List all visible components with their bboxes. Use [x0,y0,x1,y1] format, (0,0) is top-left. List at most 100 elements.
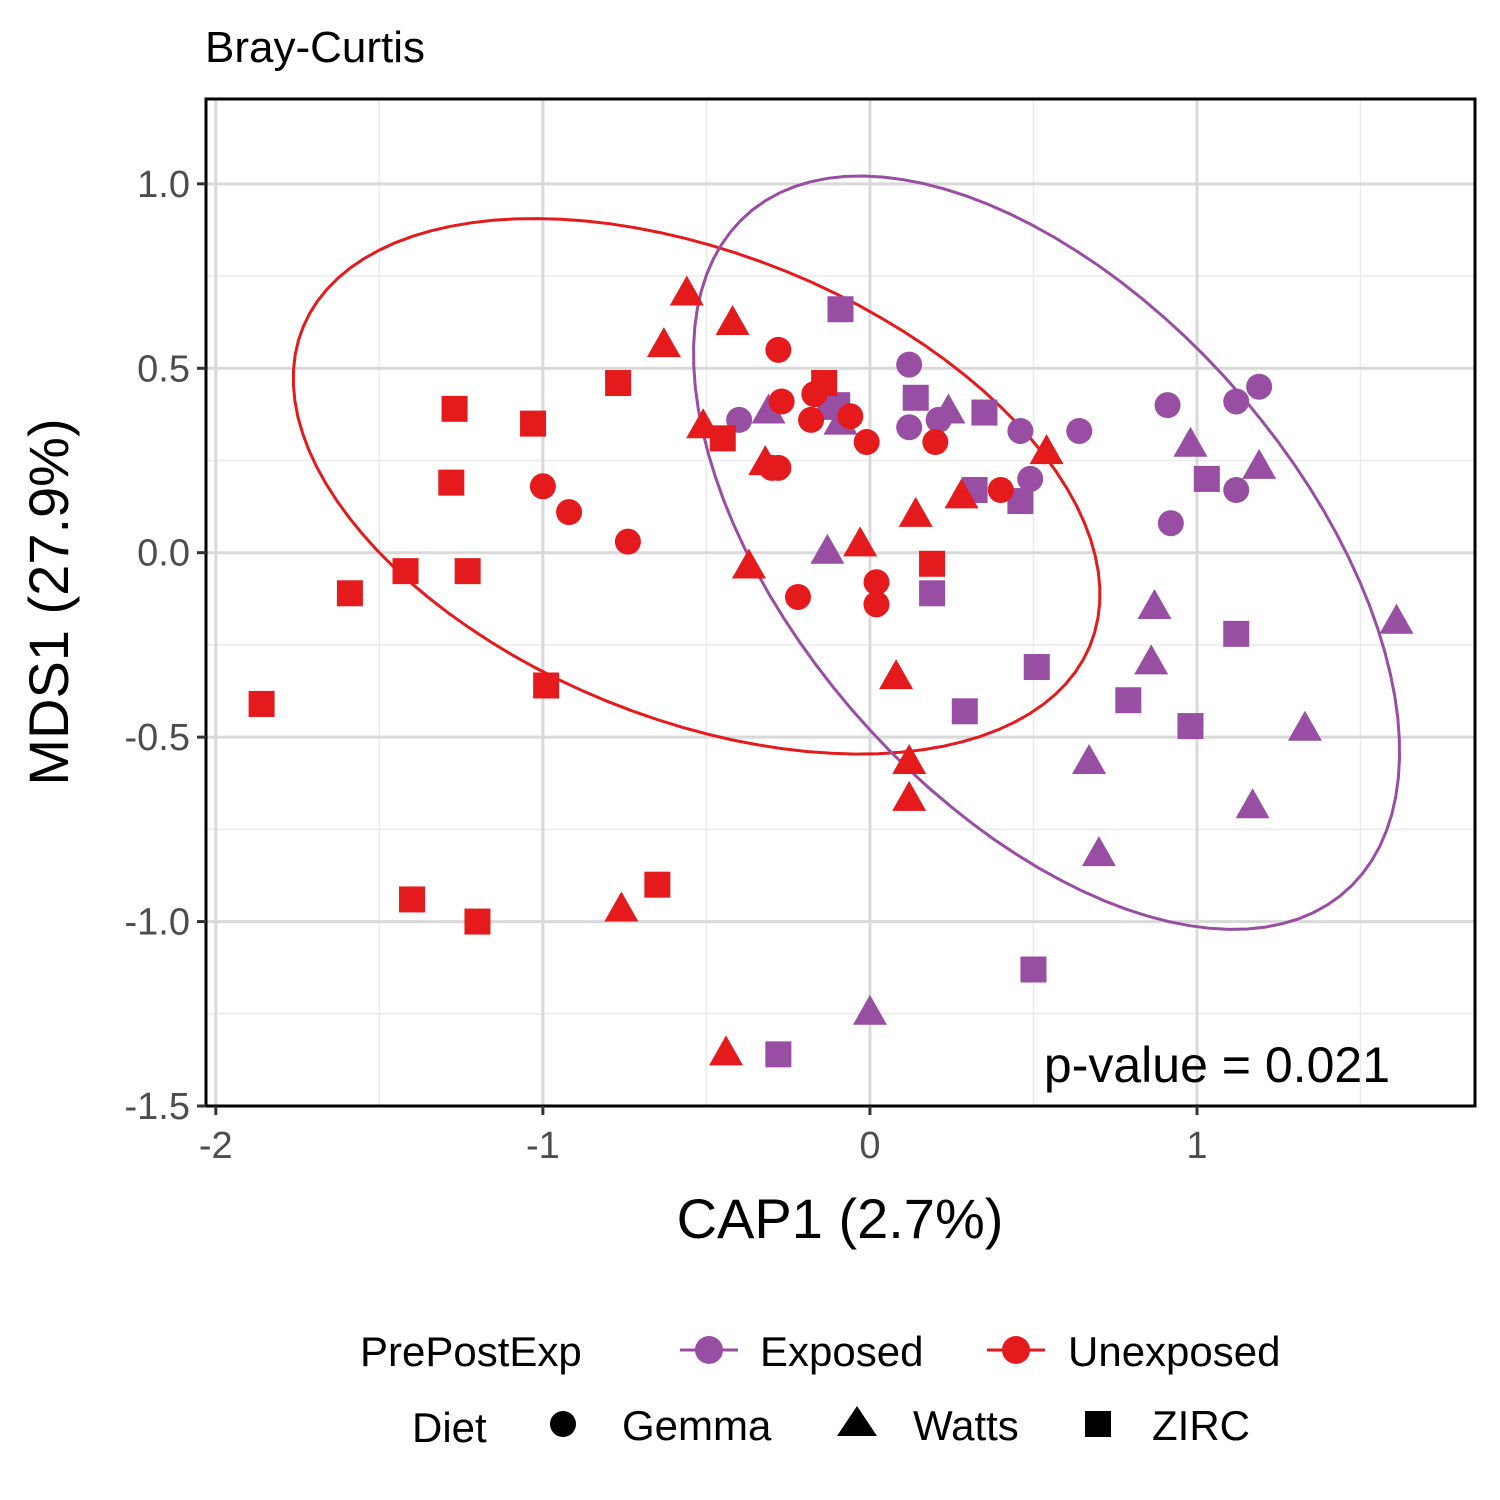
point-exposed-square [951,698,978,725]
point-exposed-triangle [852,994,887,1025]
point-unexposed-circle [784,583,811,610]
legend-unexposed-label: Unexposed [1068,1328,1280,1375]
point-exposed-triangle [751,393,786,424]
point-exposed-triangle [1235,788,1270,819]
point-exposed-square [1193,465,1220,492]
x-tick-label: 1 [1186,1125,1207,1167]
point-exposed-square [827,296,854,323]
chart-title: Bray-Curtis [205,23,425,72]
point-unexposed-circle [798,406,825,433]
point-unexposed-circle [768,388,795,415]
point-unexposed-square [533,672,560,699]
point-exposed-triangle [1242,448,1277,479]
point-unexposed-triangle [898,496,933,527]
legend-exposed-key [695,1336,723,1364]
plot-panel-border [204,97,1477,1108]
point-unexposed-triangle [669,275,704,306]
point-exposed-triangle [1173,426,1208,457]
point-unexposed-circle [863,591,890,618]
ellipse-unexposed [291,217,1102,756]
point-unexposed-square [919,550,946,577]
point-unexposed-triangle [944,478,979,509]
point-unexposed-circle [765,336,792,363]
point-exposed-circle [1066,417,1093,444]
point-exposed-circle [1223,388,1250,415]
y-tick-label: 0.5 [137,348,190,390]
ellipse-exposed [692,174,1402,931]
point-unexposed-triangle [709,1035,744,1066]
legend-color-title: PrePostExp [360,1328,582,1375]
point-unexposed-square [811,370,838,397]
point-unexposed-circle [614,528,641,555]
x-tick-label: -1 [526,1125,560,1167]
point-unexposed-triangle [1029,434,1064,465]
point-unexposed-circle [556,499,583,526]
y-tick-label: -1.5 [125,1086,190,1128]
point-exposed-circle [1007,417,1034,444]
legend-watts-label: Watts [913,1402,1019,1449]
point-exposed-square [1223,620,1250,647]
legend-zirc-key [1085,1411,1111,1437]
point-unexposed-triangle [892,743,927,774]
point-unexposed-square [248,690,275,717]
confidence-ellipses [291,174,1402,931]
point-exposed-square [1115,687,1142,714]
point-unexposed-triangle [748,445,783,476]
legend-unexposed-key [1002,1336,1030,1364]
y-tick-label: -1.0 [125,902,190,944]
point-exposed-triangle [1081,836,1116,867]
y-tick-label: 0.0 [137,533,190,575]
point-unexposed-circle [853,429,880,456]
point-unexposed-circle [863,569,890,596]
point-unexposed-triangle [646,327,681,358]
point-unexposed-triangle [604,891,639,922]
point-exposed-square [902,384,929,411]
point-exposed-circle [1154,392,1181,419]
point-exposed-circle [896,414,923,441]
legend-exposed-label: Exposed [760,1328,923,1375]
y-axis-label: MDS1 (27.9%) [17,418,80,785]
point-unexposed-square [709,425,736,452]
point-unexposed-square [399,886,426,913]
point-exposed-circle [896,351,923,378]
point-unexposed-square [438,469,465,496]
point-exposed-square [971,399,998,426]
legend-gemma-key [550,1411,576,1437]
point-exposed-square [765,1041,792,1068]
point-exposed-circle [1017,465,1044,492]
data-points [248,275,1414,1068]
legend: PrePostExp Exposed Unexposed Diet Gemma … [360,1328,1280,1451]
y-tick-label: 1.0 [137,164,190,206]
point-unexposed-square [441,395,468,422]
point-unexposed-circle [987,476,1014,503]
legend-gemma-label: Gemma [622,1402,772,1449]
point-unexposed-square [336,580,363,607]
point-unexposed-circle [529,473,556,500]
legend-zirc-label: ZIRC [1152,1402,1250,1449]
axes: -2 -1 0 1 -1.5 -1.0 -0.5 0.0 0.5 1.0 [125,164,1208,1167]
p-value-annotation: p-value = 0.021 [1044,1037,1390,1093]
point-unexposed-square [464,908,491,935]
legend-shape-title: Diet [412,1404,487,1451]
point-exposed-triangle [1072,743,1107,774]
point-unexposed-square [644,871,671,898]
point-exposed-circle [1157,510,1184,537]
point-exposed-triangle [931,393,966,424]
point-unexposed-square [605,370,632,397]
legend-watts-key [837,1406,877,1436]
point-unexposed-circle [922,429,949,456]
point-unexposed-triangle [892,780,927,811]
y-tick-label: -0.5 [125,717,190,759]
point-unexposed-square [392,558,419,585]
point-exposed-circle [1223,476,1250,503]
x-axis-label: CAP1 (2.7%) [677,1187,1004,1250]
point-unexposed-triangle [715,305,750,336]
point-exposed-circle [1246,373,1273,400]
point-exposed-square [919,580,946,607]
point-exposed-square [1020,956,1047,983]
point-exposed-triangle [810,533,845,564]
point-unexposed-triangle [731,548,766,579]
point-unexposed-square [454,558,481,585]
